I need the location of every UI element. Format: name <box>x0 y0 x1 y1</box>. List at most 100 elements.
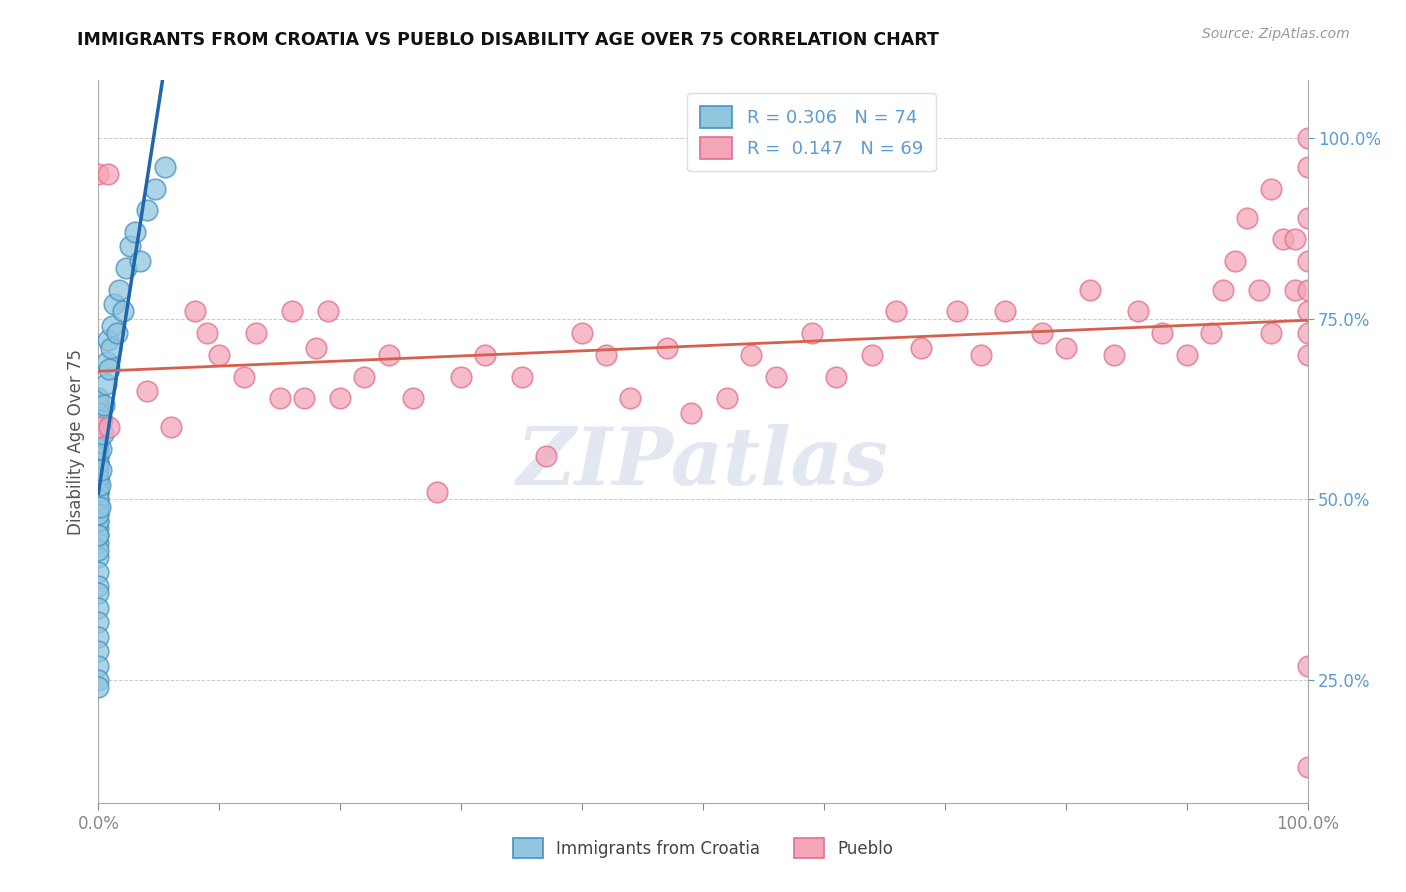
Point <box>87 630 110 644</box>
Point <box>377 348 399 362</box>
Point <box>1223 254 1246 268</box>
Point <box>245 326 267 341</box>
Point <box>1054 341 1077 355</box>
Point <box>87 507 110 521</box>
Point <box>208 348 231 362</box>
Point <box>89 500 111 514</box>
Point <box>1296 131 1319 145</box>
Point <box>153 160 176 174</box>
Point <box>1031 326 1053 341</box>
Point <box>103 297 125 311</box>
Point <box>87 391 110 405</box>
Point <box>716 391 738 405</box>
Point <box>87 413 110 427</box>
Point <box>87 485 110 500</box>
Point <box>87 167 110 181</box>
Point <box>87 528 110 542</box>
Point <box>87 398 110 412</box>
Point <box>994 304 1017 318</box>
Legend: Immigrants from Croatia, Pueblo: Immigrants from Croatia, Pueblo <box>505 830 901 867</box>
Point <box>135 384 157 398</box>
Point <box>740 348 762 362</box>
Point <box>970 348 993 362</box>
Point <box>510 369 533 384</box>
Point <box>426 485 449 500</box>
Point <box>87 463 110 477</box>
Point <box>87 485 110 500</box>
Point <box>91 427 114 442</box>
Point <box>87 420 110 434</box>
Point <box>89 478 111 492</box>
Point <box>97 334 120 348</box>
Point <box>87 550 110 565</box>
Point <box>87 420 110 434</box>
Point <box>115 261 138 276</box>
Point <box>87 442 110 456</box>
Point <box>232 369 254 384</box>
Point <box>135 203 157 218</box>
Point <box>118 239 141 253</box>
Point <box>1260 181 1282 195</box>
Point <box>90 463 112 477</box>
Point <box>87 470 110 484</box>
Point <box>87 413 110 427</box>
Point <box>87 507 110 521</box>
Point <box>87 434 110 449</box>
Point <box>96 355 118 369</box>
Point <box>1199 326 1222 341</box>
Point <box>886 304 908 318</box>
Point <box>87 500 110 514</box>
Point <box>1128 304 1150 318</box>
Point <box>87 579 110 593</box>
Point <box>98 420 121 434</box>
Point <box>195 326 218 341</box>
Point <box>329 391 352 405</box>
Point <box>87 528 110 542</box>
Point <box>87 456 110 470</box>
Point <box>87 420 110 434</box>
Text: ZIPatlas: ZIPatlas <box>517 425 889 502</box>
Point <box>534 449 557 463</box>
Point <box>765 369 787 384</box>
Point <box>1296 160 1319 174</box>
Point <box>860 348 883 362</box>
Point <box>619 391 641 405</box>
Point <box>87 427 110 442</box>
Point <box>93 398 115 412</box>
Text: Source: ZipAtlas.com: Source: ZipAtlas.com <box>1202 27 1350 41</box>
Point <box>128 254 150 268</box>
Point <box>1272 232 1295 246</box>
Point <box>1284 232 1306 246</box>
Point <box>87 442 110 456</box>
Point <box>1284 283 1306 297</box>
Point <box>105 326 128 341</box>
Point <box>143 181 166 195</box>
Point <box>1236 211 1258 225</box>
Point <box>87 542 110 557</box>
Point <box>1260 326 1282 341</box>
Point <box>87 456 110 470</box>
Point <box>94 376 117 391</box>
Point <box>571 326 593 341</box>
Point <box>87 680 110 694</box>
Point <box>1152 326 1174 341</box>
Point <box>1175 348 1198 362</box>
Point <box>87 478 110 492</box>
Point <box>87 521 110 535</box>
Point <box>108 283 131 297</box>
Text: IMMIGRANTS FROM CROATIA VS PUEBLO DISABILITY AGE OVER 75 CORRELATION CHART: IMMIGRANTS FROM CROATIA VS PUEBLO DISABI… <box>77 31 939 49</box>
Point <box>87 427 110 442</box>
Point <box>87 658 110 673</box>
Point <box>353 369 375 384</box>
Point <box>87 673 110 687</box>
Point <box>87 644 110 658</box>
Point <box>1296 254 1319 268</box>
Point <box>87 500 110 514</box>
Point <box>450 369 472 384</box>
Point <box>111 304 134 318</box>
Point <box>305 341 328 355</box>
Point <box>316 304 339 318</box>
Point <box>946 304 969 318</box>
Point <box>595 348 617 362</box>
Point <box>1296 760 1319 774</box>
